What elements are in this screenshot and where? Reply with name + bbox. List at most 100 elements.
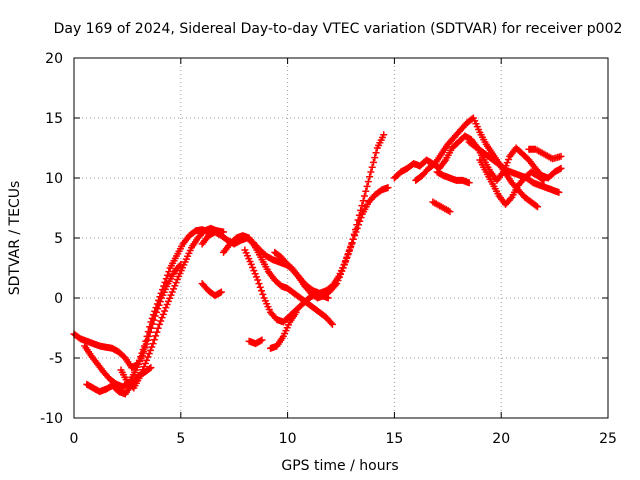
- series-track-17: [525, 145, 565, 163]
- y-tick-labels: -10 -5 0 5 10 15 20: [40, 51, 63, 427]
- x-tick-label: 5: [176, 431, 185, 447]
- data-point: [324, 294, 332, 302]
- data-point: [371, 154, 379, 162]
- data-point: [348, 240, 356, 248]
- data-point: [367, 168, 375, 176]
- data-point: [141, 344, 149, 352]
- data-point: [354, 216, 362, 224]
- x-tick-label: 15: [385, 431, 403, 447]
- series-track-12: [390, 132, 565, 184]
- data-point: [168, 288, 176, 296]
- x-tick-label: 0: [70, 431, 79, 447]
- data-point: [346, 244, 354, 252]
- data-point: [155, 320, 163, 328]
- data-point: [358, 202, 366, 210]
- y-tick-label: 10: [45, 171, 63, 187]
- data-point: [364, 178, 372, 186]
- data-point: [369, 158, 377, 166]
- data-point: [171, 282, 179, 290]
- data-point: [153, 328, 161, 336]
- data-point: [360, 192, 368, 200]
- data-point: [143, 356, 151, 364]
- data-point: [146, 346, 154, 354]
- data-point: [532, 202, 540, 210]
- series-track-10: [245, 336, 266, 348]
- data-point: [380, 131, 388, 139]
- data-point: [164, 297, 172, 305]
- data-point: [372, 149, 380, 157]
- data-point: [368, 163, 376, 171]
- series-track-9: [198, 280, 225, 300]
- data-point: [363, 182, 371, 190]
- data-point: [217, 288, 225, 296]
- data-point: [503, 159, 511, 167]
- data-point: [170, 285, 178, 293]
- y-tick-label: -5: [49, 351, 63, 367]
- axis-ticks: [73, 57, 609, 419]
- series-track-6: [220, 232, 336, 328]
- y-axis-label: SDTVAR / TECUs: [7, 181, 23, 296]
- data-point: [555, 188, 563, 196]
- series-track-2: [81, 260, 185, 391]
- series-track-8: [271, 131, 388, 297]
- data-point: [328, 320, 336, 328]
- data-point: [344, 251, 352, 259]
- data-point: [341, 258, 349, 266]
- data-point: [167, 291, 175, 299]
- data-point: [149, 320, 157, 328]
- data-point: [146, 365, 154, 373]
- x-tick-label: 25: [599, 431, 617, 447]
- data-point: [327, 319, 335, 327]
- x-tick-label: 10: [279, 431, 297, 447]
- data-point: [163, 300, 171, 308]
- data-point: [147, 364, 155, 372]
- data-point: [507, 195, 515, 203]
- data-point: [140, 348, 148, 356]
- data-point: [154, 305, 162, 313]
- data-point: [173, 276, 181, 284]
- x-axis-label: GPS time / hours: [281, 458, 398, 474]
- data-point: [142, 340, 150, 348]
- data-point: [148, 343, 156, 351]
- data-point: [350, 230, 358, 238]
- data-point: [366, 173, 374, 181]
- x-tick-labels: 0 5 10 15 20 25: [70, 431, 617, 447]
- series-track-14: [433, 168, 473, 187]
- data-point: [157, 317, 165, 325]
- data-point: [136, 372, 144, 380]
- data-point: [254, 276, 262, 284]
- y-tick-label: 15: [45, 111, 63, 127]
- y-tick-label: 20: [45, 51, 63, 67]
- data-point: [250, 267, 258, 275]
- series-track-11: [267, 308, 300, 352]
- data-point: [143, 336, 151, 344]
- series-track-16: [476, 156, 548, 208]
- data-point: [156, 298, 164, 306]
- data-point: [292, 308, 300, 316]
- data-point: [140, 363, 148, 371]
- y-tick-label: 5: [54, 231, 63, 247]
- data-point: [539, 175, 547, 183]
- y-tick-label: -10: [40, 411, 63, 427]
- data-point: [504, 156, 512, 164]
- data-point: [362, 187, 370, 195]
- data-point: [446, 208, 454, 216]
- data-point: [540, 176, 548, 184]
- data-point: [141, 360, 149, 368]
- data-point: [144, 353, 152, 361]
- data-point: [145, 350, 153, 358]
- data-point: [249, 264, 257, 272]
- data-point: [259, 290, 267, 298]
- data-point: [251, 270, 259, 278]
- data-point: [534, 203, 542, 211]
- data-point: [343, 254, 351, 262]
- data-point: [139, 366, 147, 374]
- data-point: [162, 304, 170, 312]
- data-point: [258, 336, 266, 344]
- data-point: [159, 310, 167, 318]
- y-tick-label: 0: [54, 291, 63, 307]
- data-points: [70, 114, 565, 398]
- data-point: [465, 179, 473, 187]
